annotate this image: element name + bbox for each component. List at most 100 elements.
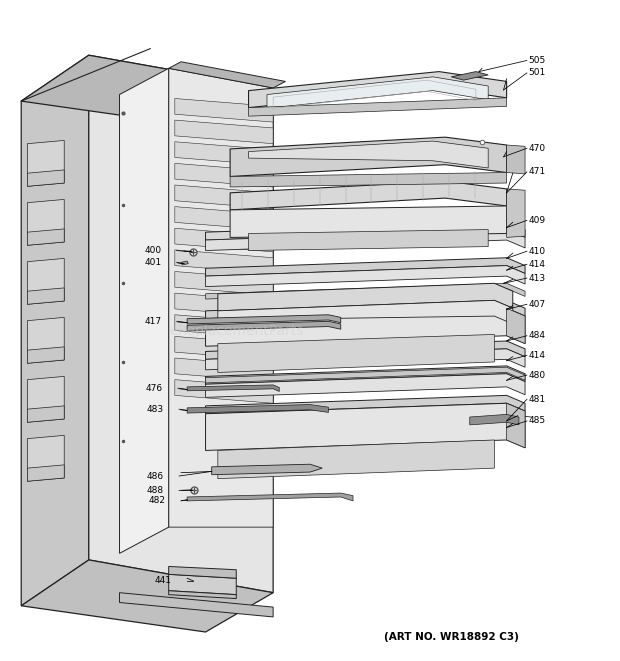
Polygon shape [206,368,525,383]
Polygon shape [175,358,273,381]
Text: 488: 488 [147,486,164,495]
Polygon shape [175,185,273,209]
Text: 480: 480 [529,371,546,379]
Polygon shape [206,349,525,369]
Polygon shape [175,250,273,274]
Polygon shape [218,440,494,479]
Text: 486: 486 [147,471,164,481]
Polygon shape [211,464,322,475]
Polygon shape [169,566,236,578]
Polygon shape [230,137,507,176]
Polygon shape [187,315,341,324]
Polygon shape [175,228,273,252]
Polygon shape [21,56,89,605]
Polygon shape [169,591,236,599]
Polygon shape [507,403,525,447]
Polygon shape [175,207,273,230]
Polygon shape [470,414,519,425]
Polygon shape [27,140,64,186]
Polygon shape [27,436,64,481]
Polygon shape [175,98,273,122]
Text: 482: 482 [149,496,166,506]
Polygon shape [218,334,494,372]
Text: 409: 409 [529,216,546,225]
Text: 483: 483 [147,405,164,414]
Polygon shape [206,258,525,276]
Polygon shape [175,336,273,360]
Polygon shape [169,68,273,527]
Text: 501: 501 [529,68,546,77]
Polygon shape [27,200,64,245]
Polygon shape [206,300,525,319]
Text: 476: 476 [146,383,162,393]
Text: 505: 505 [529,56,546,65]
Polygon shape [230,181,507,210]
Text: 470: 470 [529,144,546,153]
Polygon shape [451,71,488,80]
Text: 481: 481 [529,395,546,404]
Polygon shape [27,376,64,422]
Polygon shape [181,261,188,265]
Text: 407: 407 [529,300,546,309]
Polygon shape [175,141,273,165]
Polygon shape [27,258,64,304]
Polygon shape [218,284,513,311]
Text: 400: 400 [144,246,161,255]
Polygon shape [206,366,525,384]
Polygon shape [206,266,525,287]
Polygon shape [21,56,273,128]
Polygon shape [27,406,64,422]
Polygon shape [169,574,236,595]
Polygon shape [218,300,513,324]
Polygon shape [206,341,525,360]
Text: 414: 414 [529,260,546,269]
Polygon shape [27,317,64,364]
Text: 414: 414 [529,351,546,360]
Polygon shape [507,189,525,237]
Polygon shape [175,163,273,187]
Text: 441: 441 [155,576,172,586]
Polygon shape [507,308,525,344]
Polygon shape [230,173,507,187]
Polygon shape [187,385,279,391]
Polygon shape [21,560,273,632]
Polygon shape [206,373,525,397]
Polygon shape [27,347,64,364]
Polygon shape [249,141,488,168]
Polygon shape [187,493,353,501]
Polygon shape [89,56,273,593]
Polygon shape [175,315,273,338]
Polygon shape [27,465,64,481]
Polygon shape [175,120,273,143]
Text: 471: 471 [529,167,546,176]
Polygon shape [27,229,64,245]
Polygon shape [206,229,525,251]
Polygon shape [187,405,329,413]
Text: 413: 413 [529,274,546,282]
Polygon shape [206,221,525,240]
Polygon shape [169,61,285,88]
Polygon shape [249,71,507,108]
Polygon shape [230,206,507,237]
Polygon shape [507,145,525,174]
Polygon shape [206,395,525,414]
Polygon shape [27,170,64,186]
Polygon shape [27,288,64,304]
Polygon shape [206,284,525,299]
Polygon shape [249,229,488,251]
Polygon shape [267,77,488,108]
Polygon shape [206,308,525,346]
Polygon shape [120,68,169,553]
Text: (ART NO. WR18892 C3): (ART NO. WR18892 C3) [384,632,519,642]
Text: 485: 485 [529,416,546,426]
Text: 401: 401 [144,258,161,267]
Text: 410: 410 [529,247,546,256]
Polygon shape [120,593,273,617]
Text: 417: 417 [144,317,161,326]
Polygon shape [175,272,273,295]
Polygon shape [175,379,273,403]
Text: eReplacementParts: eReplacementParts [169,323,304,338]
Polygon shape [249,98,507,116]
Polygon shape [175,293,273,317]
Polygon shape [187,321,341,330]
